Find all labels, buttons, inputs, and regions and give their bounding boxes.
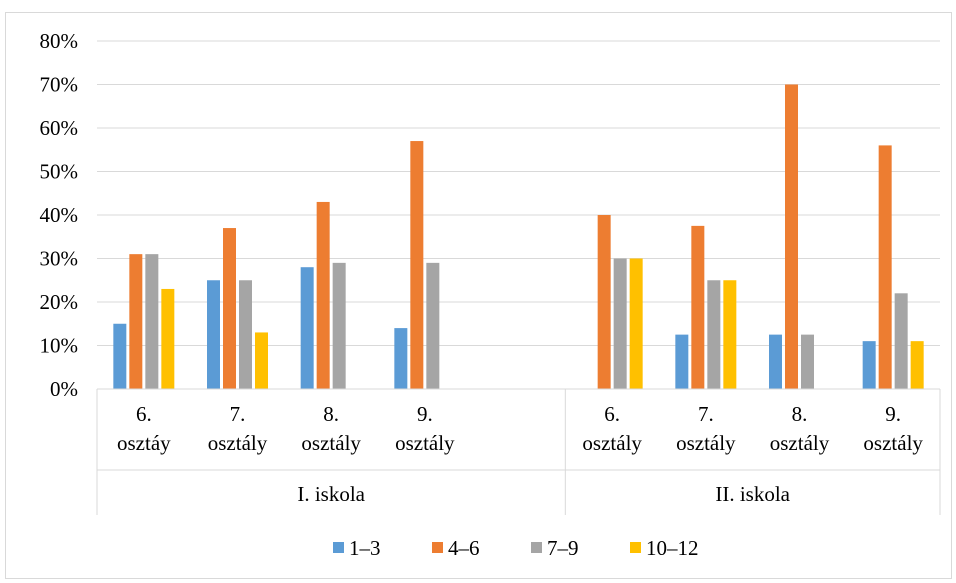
x-tick-label-number: 8. [323,402,339,426]
bar-1–3-1 [207,280,220,389]
bar-4–6-0 [129,254,143,389]
legend: 1–3 4–6 7–9 10–12 [333,536,699,560]
bar-4–6-6 [691,225,705,389]
y-tick-label: 30% [40,247,79,271]
bar-7–9-7 [801,334,814,389]
bar-1–3-3 [394,328,408,389]
bar-1–3-8 [862,341,876,389]
x-tick-label-class: osztály [582,431,642,455]
bar-4–6-5 [597,215,611,389]
y-tick-label: 40% [40,203,79,227]
y-tick-label: 0% [50,377,78,401]
x-tick-label-number: 9. [417,402,433,426]
bar-1–3-7 [769,334,782,389]
y-tick-label: 20% [40,290,79,314]
y-tick-label: 50% [40,160,79,184]
x-tick-label-number: 7. [230,402,246,426]
bar-4–6-1 [223,228,236,389]
x-tick-label-number: 6. [604,402,620,426]
legend-swatch [531,542,542,553]
x-tick-label-class: osztály [395,431,455,455]
bar-7–9-5 [613,258,627,389]
y-tick-label: 10% [40,334,79,358]
group-label: II. iskola [715,482,790,506]
x-axis: 6. osztáy 7. osztály 8. osztály 9. osztály 6. osz… [96,388,941,515]
bar-7–9-2 [332,262,346,389]
x-tick-label-number: 7. [698,402,714,426]
legend-swatch [630,542,641,553]
bar-7–9-3 [426,262,440,389]
bar-7–9-0 [145,254,159,389]
x-tick-label-class: osztály [208,431,268,455]
legend-label: 1–3 [349,536,381,560]
legend-swatch [333,542,344,553]
x-tick-label-number: 9. [885,402,901,426]
bar-10–12-6 [723,280,737,389]
bar-10–12-0 [161,288,175,389]
bar-1–3-0 [113,323,127,389]
bar-4–6-3 [410,141,424,389]
bar-1–3-2 [300,267,314,389]
bar-4–6-7 [785,84,798,389]
bar-10–12-8 [910,341,924,389]
bar-7–9-6 [707,280,721,389]
legend-label: 10–12 [646,536,699,560]
y-tick-label: 60% [40,116,79,140]
legend-label: 4–6 [448,536,480,560]
bars [113,84,924,389]
bar-4–6-8 [878,145,892,389]
x-tick-label-number: 8. [792,402,808,426]
legend-swatch [432,542,443,553]
x-tick-label-class: osztáy [117,431,171,455]
y-axis: 0% 10% 20% 30% 40% 50% 60% 70% 80% [40,29,79,401]
y-tick-label: 70% [40,73,79,97]
x-tick-label-number: 6. [136,402,152,426]
bar-1–3-6 [675,334,689,389]
bar-10–12-1 [255,332,268,389]
x-tick-label-class: osztály [676,431,736,455]
x-tick-label-class: osztály [770,431,830,455]
bar-7–9-8 [894,293,908,389]
bar-7–9-1 [239,280,252,389]
group-label: I. iskola [297,482,365,506]
legend-label: 7–9 [547,536,579,560]
y-tick-label: 80% [40,29,79,53]
x-tick-label-class: osztály [301,431,361,455]
bar-10–12-5 [629,258,643,389]
x-tick-label-class: osztály [863,431,923,455]
bar-4–6-2 [316,201,330,389]
